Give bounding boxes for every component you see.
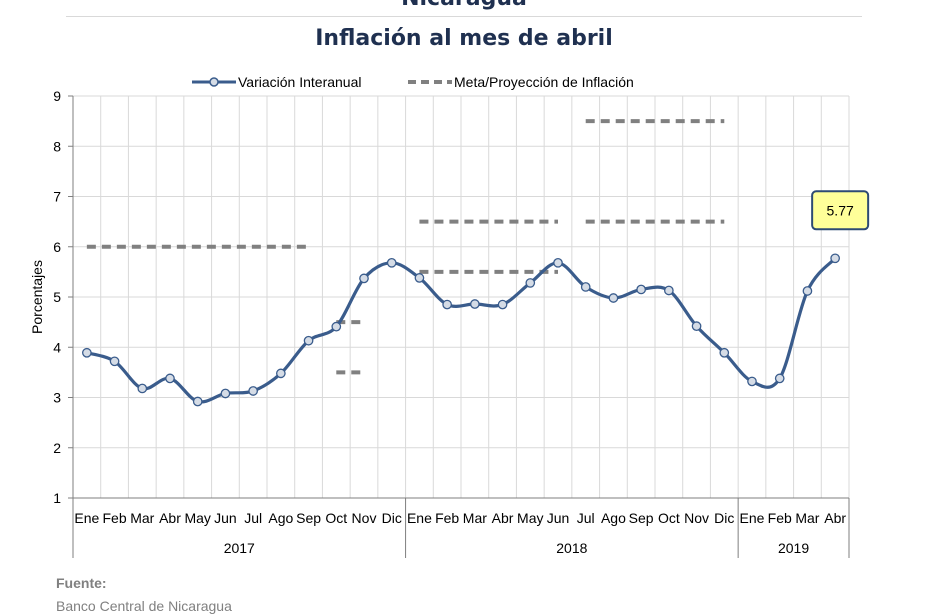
x-tick-label: May <box>517 510 543 526</box>
data-point <box>497 299 508 310</box>
title-divider <box>66 16 862 17</box>
legend-dash-icon <box>408 80 452 84</box>
data-point <box>137 383 148 394</box>
data-point <box>774 373 785 384</box>
data-point <box>664 285 674 296</box>
source-label: Fuente: <box>56 575 107 591</box>
x-tick-label: Mar <box>463 510 487 526</box>
y-tick-label: 6 <box>53 239 61 255</box>
data-point <box>442 299 452 310</box>
x-tick-label: Sep <box>629 510 654 526</box>
data-point <box>802 286 813 296</box>
y-tick-label: 2 <box>53 440 61 456</box>
callout-value: 5.77 <box>827 202 854 218</box>
x-tick-label: Oct <box>658 510 680 526</box>
legend-line-marker-icon <box>192 77 236 87</box>
x-tick-label: Sep <box>296 510 321 526</box>
data-point <box>248 386 258 396</box>
data-point <box>192 396 203 407</box>
legend-label-series: Variación Interanual <box>238 74 362 90</box>
series-line-group <box>82 253 840 407</box>
x-tick-label: Ene <box>74 510 99 526</box>
x-tick-label: Nov <box>684 510 709 526</box>
x-tick-label: Ene <box>740 510 765 526</box>
data-point <box>719 347 730 358</box>
x-tick-label: Dic <box>382 510 402 526</box>
data-point <box>165 373 175 384</box>
y-tick-label: 4 <box>53 339 61 355</box>
y-tick-label: 7 <box>53 189 61 205</box>
y-axis-ticks: 1 2 3 4 5 6 7 8 9 <box>53 88 74 506</box>
data-point <box>386 257 397 268</box>
chart-title: Nicaragua <box>0 0 928 11</box>
x-year-label: 2019 <box>778 540 809 556</box>
x-tick-label: Jul <box>244 510 262 526</box>
x-tick-label: Ago <box>601 510 626 526</box>
x-tick-label: Mar <box>795 510 819 526</box>
x-tick-label: Nov <box>352 510 377 526</box>
x-tick-label: Feb <box>768 510 792 526</box>
y-tick-label: 1 <box>53 490 61 506</box>
data-point <box>525 278 536 288</box>
x-tick-label: Ago <box>268 510 293 526</box>
x-tick-label: Feb <box>103 510 127 526</box>
data-point <box>359 273 369 284</box>
x-tick-label: Ene <box>407 510 432 526</box>
x-tick-label: Oct <box>325 510 347 526</box>
legend-item-series: Variación Interanual <box>192 74 361 90</box>
y-tick-label: 8 <box>53 138 61 154</box>
x-tick-label: Abr <box>824 510 846 526</box>
y-axis-label: Porcentajes <box>29 260 45 334</box>
x-year-label: 2018 <box>556 540 587 556</box>
x-tick-label: Mar <box>130 510 154 526</box>
y-tick-label: 5 <box>53 289 61 305</box>
y-tick-label: 3 <box>53 390 61 406</box>
x-tick-label: Abr <box>492 510 514 526</box>
callout-box <box>811 190 870 231</box>
data-point <box>276 368 286 379</box>
x-tick-label: Feb <box>435 510 459 526</box>
x-tick-label: Abr <box>159 510 181 526</box>
series-line <box>86 257 837 404</box>
x-tick-label: Jul <box>577 510 595 526</box>
data-point <box>553 257 563 268</box>
source-text: Banco Central de Nicaragua <box>56 598 232 614</box>
data-point <box>608 293 619 303</box>
y-tick-label: 9 <box>53 88 61 104</box>
grid-lines <box>72 95 850 499</box>
data-point <box>830 253 840 264</box>
data-point <box>636 284 646 295</box>
x-tick-label: Jun <box>547 510 570 526</box>
data-point <box>109 356 120 367</box>
x-year-label: 2017 <box>224 540 255 556</box>
data-point <box>691 321 702 331</box>
data-point <box>82 347 92 358</box>
chart-subtitle: Inflación al mes de abril <box>315 26 613 51</box>
x-axis: Ene Feb Mar Abr May Jun Jul Ago Sep Oct Nov Dic Ene F… <box>72 497 850 558</box>
data-point <box>220 388 231 399</box>
legend-label-target: Meta/Proyección de Inflación <box>454 74 634 90</box>
x-tick-label: May <box>184 510 210 526</box>
data-point <box>414 273 425 283</box>
legend-item-target: Meta/Proyección de Inflación <box>408 74 634 90</box>
data-point <box>470 299 480 309</box>
data-point <box>303 335 314 346</box>
x-tick-label: Dic <box>714 510 734 526</box>
data-point <box>747 376 757 387</box>
x-tick-label: Jun <box>214 510 237 526</box>
data-point <box>580 282 591 292</box>
value-callout: 5.77 <box>811 190 870 231</box>
data-point <box>331 321 342 332</box>
